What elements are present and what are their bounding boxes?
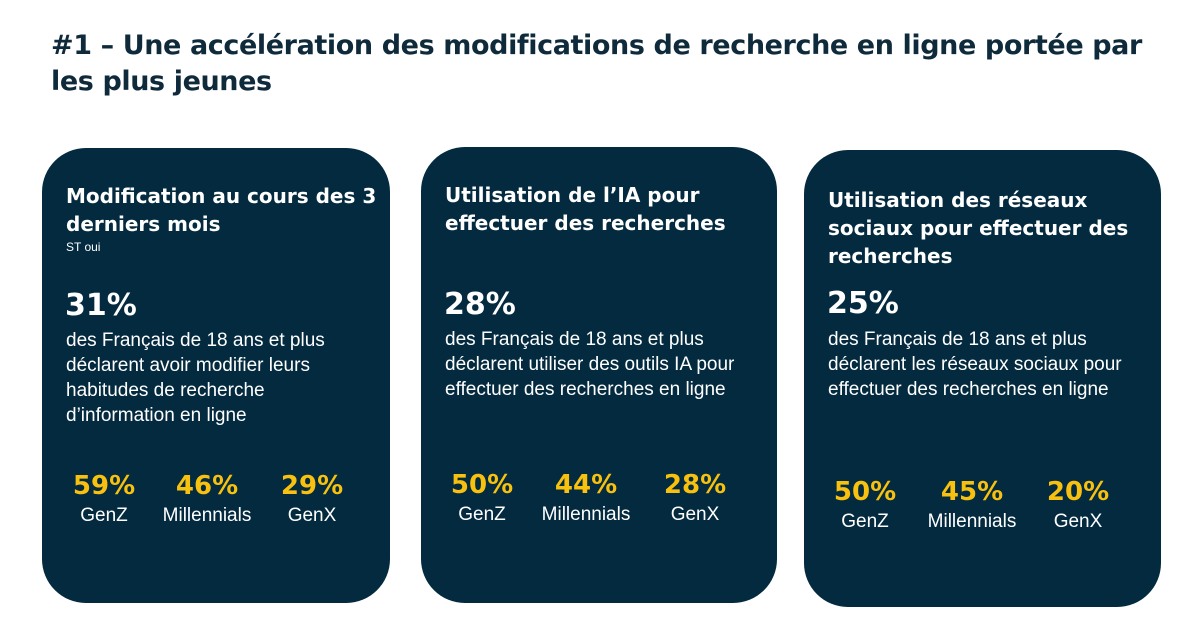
- genx-percent: 20%: [1046, 477, 1110, 507]
- genx-label: GenX: [287, 505, 337, 526]
- millennials-label: Millennials: [541, 504, 631, 525]
- genz-label: GenZ: [80, 505, 128, 526]
- millennials-percent: 46%: [175, 471, 239, 501]
- genz-stat: 50% GenZ: [451, 469, 513, 527]
- genx-label: GenX: [1053, 511, 1103, 532]
- millennials-percent: 44%: [554, 470, 618, 500]
- genx-stat: 28% GenX: [664, 469, 726, 527]
- millennials-percent: 45%: [940, 477, 1004, 507]
- millennials-stat: 46% Millennials: [163, 470, 252, 528]
- millennials-stat: 44% Millennials: [542, 469, 631, 527]
- genx-stat: 29% GenX: [281, 470, 343, 528]
- millennials-stat: 45% Millennials: [928, 476, 1017, 534]
- card-title: Utilisation des réseaux sociaux pour eff…: [828, 188, 1129, 268]
- genx-stat: 20% GenX: [1047, 476, 1109, 534]
- big-stat: 31%: [65, 288, 137, 323]
- card-title: Utilisation de l’IA pour effectuer des r…: [445, 183, 726, 235]
- genz-stat: 59% GenZ: [73, 470, 135, 528]
- stat-description: des Français de 18 ans et plus déclarent…: [828, 329, 1122, 400]
- genx-label: GenX: [670, 504, 720, 525]
- genz-percent: 50%: [450, 470, 514, 500]
- millennials-label: Millennials: [162, 505, 252, 526]
- genx-percent: 29%: [280, 471, 344, 501]
- card-social-media-usage: Utilisation des réseaux sociaux pour eff…: [804, 150, 1161, 607]
- genz-percent: 50%: [833, 477, 897, 507]
- card-title: Modification au cours des 3 derniers moi…: [66, 184, 377, 236]
- stat-description: des Français de 18 ans et plus déclarent…: [66, 330, 325, 426]
- big-stat: 28%: [444, 287, 516, 322]
- genx-percent: 28%: [663, 470, 727, 500]
- millennials-label: Millennials: [927, 511, 1017, 532]
- card-ai-usage: Utilisation de l’IA pour effectuer des r…: [421, 147, 777, 603]
- genz-percent: 59%: [72, 471, 136, 501]
- page-title: #1 – Une accélération des modifications …: [51, 30, 1142, 97]
- card-subtitle: ST oui: [66, 240, 101, 254]
- big-stat: 25%: [827, 286, 899, 321]
- genz-label: GenZ: [841, 511, 889, 532]
- card-search-modification: Modification au cours des 3 derniers moi…: [42, 148, 390, 603]
- genz-label: GenZ: [458, 504, 506, 525]
- stat-description: des Français de 18 ans et plus déclarent…: [445, 329, 735, 400]
- genz-stat: 50% GenZ: [834, 476, 896, 534]
